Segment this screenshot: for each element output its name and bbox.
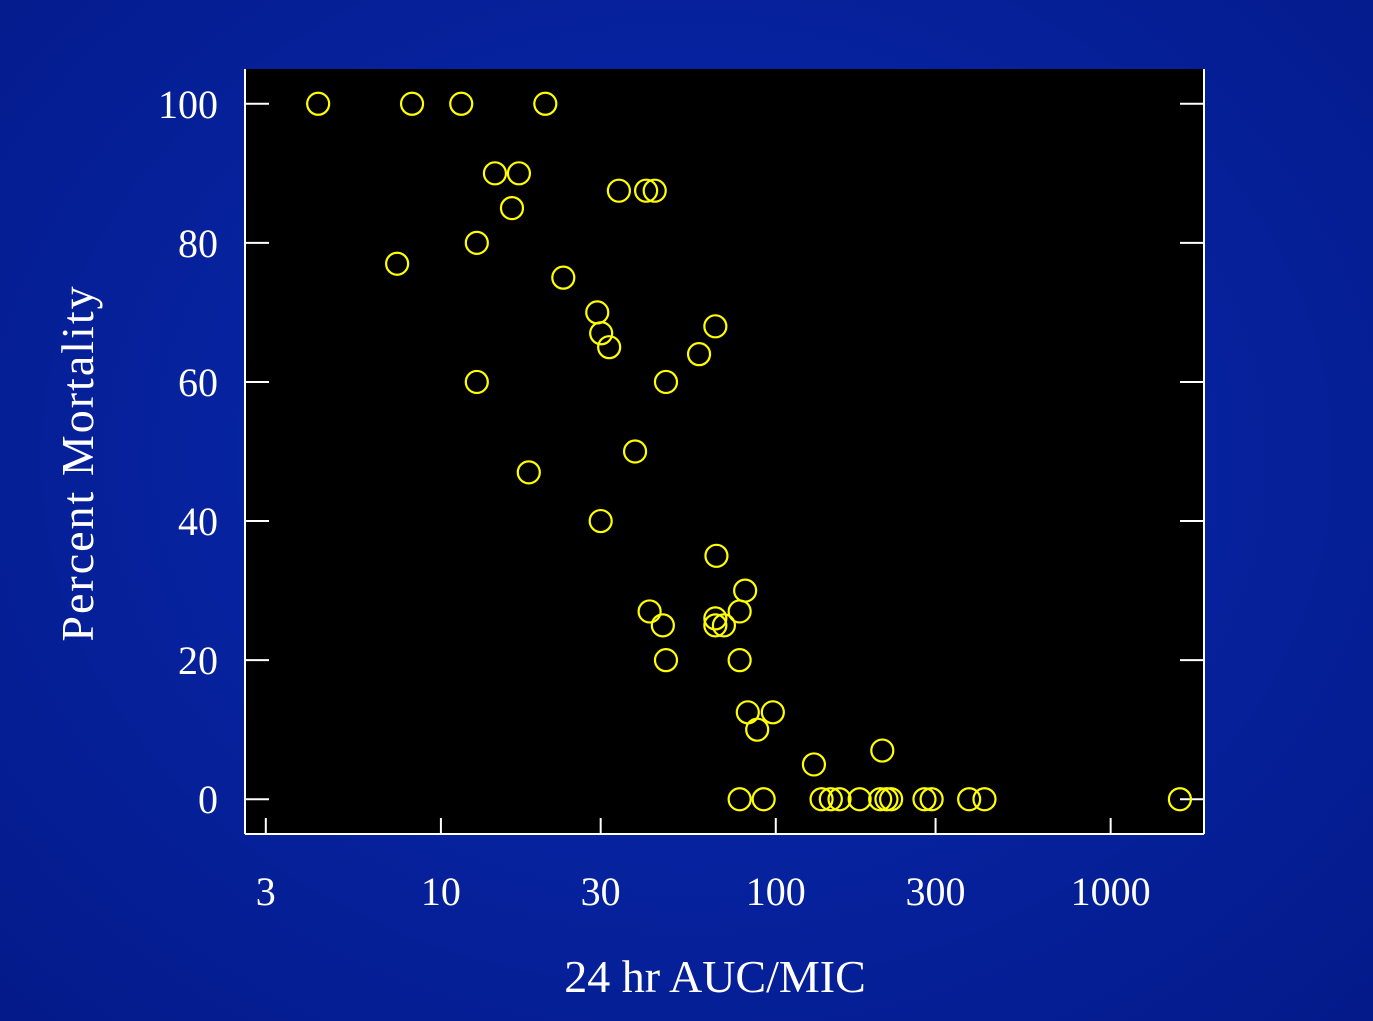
y-tick-label: 100 xyxy=(158,82,218,127)
data-point xyxy=(653,369,679,395)
data-point xyxy=(686,342,712,367)
x-tick-label: 100 xyxy=(746,869,806,914)
data-point xyxy=(1167,787,1193,812)
data-point xyxy=(506,161,532,186)
data-point xyxy=(912,787,937,812)
data-point xyxy=(606,178,631,203)
y-tick-label: 40 xyxy=(178,499,218,544)
data-point xyxy=(870,738,895,763)
data-point xyxy=(703,606,728,631)
data-point xyxy=(551,265,576,290)
data-point xyxy=(464,230,489,255)
data-point xyxy=(801,752,827,777)
data-point xyxy=(879,787,904,812)
y-axis-ticks: 0 20 40 60 80 100 xyxy=(158,82,1204,822)
data-point xyxy=(704,543,729,568)
data-point xyxy=(306,91,331,116)
data-point xyxy=(760,700,785,725)
y-tick-label: 60 xyxy=(178,360,218,405)
data-point xyxy=(972,787,997,812)
data-point xyxy=(634,178,659,203)
data-point xyxy=(399,91,425,116)
y-axis-title: Percent Mortality xyxy=(52,284,103,641)
data-point xyxy=(809,787,834,812)
x-tick-label: 3 xyxy=(256,869,276,914)
data-point xyxy=(703,314,728,339)
x-tick-label: 300 xyxy=(906,869,966,914)
y-tick-label: 0 xyxy=(198,777,218,822)
data-point xyxy=(727,599,752,624)
data-point xyxy=(703,613,728,638)
data-point xyxy=(711,613,737,638)
x-tick-label: 10 xyxy=(421,869,461,914)
data-point xyxy=(727,787,752,812)
data-point xyxy=(957,787,982,812)
data-point xyxy=(818,787,843,812)
data-point xyxy=(464,369,489,395)
axes xyxy=(244,69,1205,835)
data-point xyxy=(653,648,679,673)
data-point xyxy=(745,717,770,742)
x-axis-title: 24 hr AUC/MIC xyxy=(564,951,866,1002)
x-axis-ticks: 3 10 30 100 300 1000 xyxy=(256,818,1151,914)
data-point xyxy=(516,460,541,485)
data-point xyxy=(449,91,474,116)
data-point xyxy=(588,508,613,534)
data-point xyxy=(727,648,752,673)
data-point xyxy=(637,599,662,624)
y-tick-label: 80 xyxy=(178,221,218,266)
y-tick-label: 20 xyxy=(178,638,218,683)
data-point xyxy=(589,321,614,346)
data-point xyxy=(622,439,648,464)
data-point xyxy=(597,335,622,360)
plot-area xyxy=(245,69,1204,834)
data-point xyxy=(642,178,667,203)
data-point xyxy=(847,787,872,812)
data-point xyxy=(533,91,558,116)
data-point xyxy=(385,251,410,276)
x-tick-label: 1000 xyxy=(1071,869,1151,914)
data-point xyxy=(751,787,776,812)
data-point xyxy=(868,787,893,812)
data-point xyxy=(499,195,525,221)
x-tick-label: 30 xyxy=(581,869,621,914)
data-points xyxy=(306,91,1193,812)
data-point xyxy=(827,787,852,812)
data-point xyxy=(650,613,675,638)
data-point xyxy=(482,161,508,186)
data-point xyxy=(919,787,944,812)
